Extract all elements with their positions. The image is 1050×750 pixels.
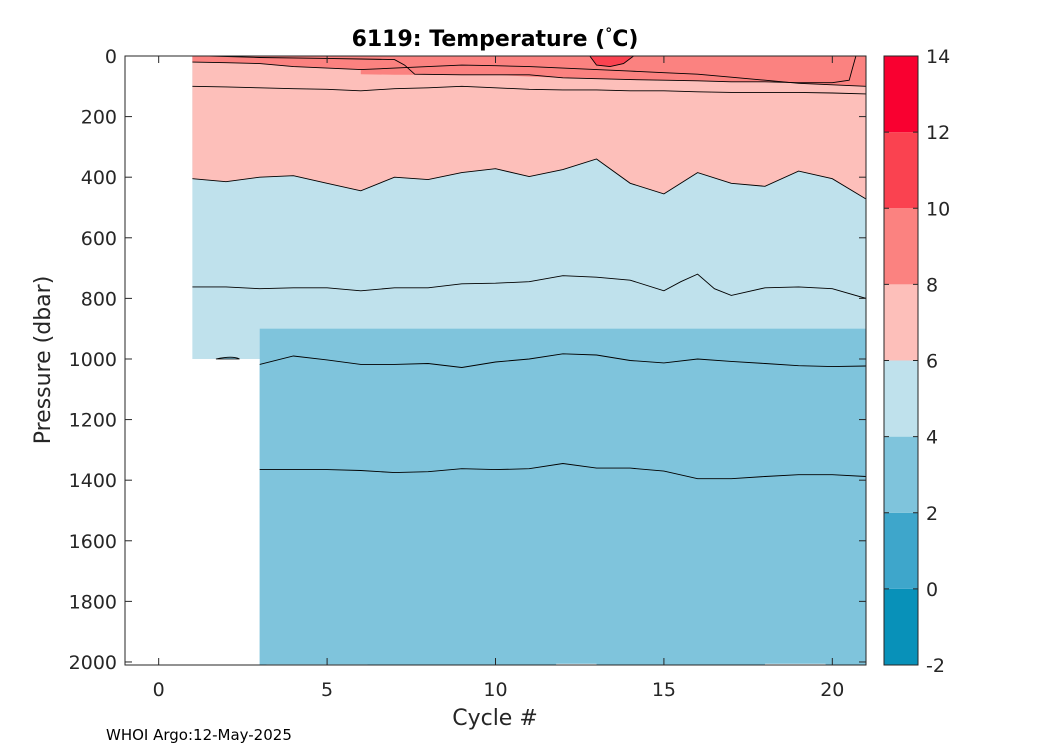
footer-source-date: WHOI Argo:12-May-2025 [106, 726, 292, 744]
contour-line-9 [209, 56, 857, 84]
colorbar-swatch [884, 284, 918, 361]
y-axis-ticks: 0 200 400 600 800 1000 1200 1400 1600 1800 2000 [69, 46, 866, 674]
y-tick-label: 200 [81, 107, 117, 129]
x-tick-label: 20 [820, 679, 844, 701]
y-tick-label: 1200 [69, 410, 117, 432]
colorbar-swatch [884, 132, 918, 209]
colorbar-swatch [884, 360, 918, 437]
colorbar-tick-label: 0 [926, 579, 938, 601]
colorbar-swatch [884, 436, 918, 513]
colorbar-tick-label: 12 [926, 122, 950, 144]
y-tick-label: 0 [105, 46, 117, 68]
contour-line-3 [259, 463, 866, 480]
x-tick-label: 15 [652, 679, 676, 701]
contour-line-6 [192, 158, 866, 200]
colorbar-tick-label: 8 [926, 274, 938, 296]
colorbar-tick-label: -2 [926, 655, 945, 677]
x-axis-ticks: 0 5 10 15 20 [153, 56, 844, 701]
colorbar: -2 0 2 4 6 8 10 12 14 [884, 46, 950, 677]
x-tick-label: 10 [483, 679, 507, 701]
region-temp-2-to-4 [259, 353, 866, 665]
x-tick-label: 0 [153, 679, 165, 701]
colorbar-tick-label: 14 [926, 46, 950, 68]
colorbar-swatch [884, 512, 918, 589]
contour-lines [192, 56, 866, 480]
chart-title: 6119: Temperature (°C) [352, 26, 639, 52]
colorbar-tick-label: 2 [926, 503, 938, 525]
y-tick-label: 800 [81, 288, 117, 310]
contour-line-8 [192, 61, 866, 87]
region-temp-10-to-12 [589, 56, 634, 67]
y-tick-label: 600 [81, 228, 117, 250]
bottom-data-gap [556, 663, 597, 665]
region-blob [215, 356, 240, 360]
colorbar-tick-label: 10 [926, 198, 950, 220]
colorbar-tick-label: 6 [926, 351, 938, 373]
x-tick-label: 5 [321, 679, 333, 701]
colorbar-swatch [884, 208, 918, 285]
contour-line-4 [259, 353, 866, 368]
x-axis-title: Cycle # [452, 706, 538, 731]
y-tick-label: 400 [81, 167, 117, 189]
y-tick-label: 1800 [69, 591, 117, 613]
colorbar-swatch [884, 588, 918, 665]
y-tick-label: 1600 [69, 531, 117, 553]
contour-line-7 [192, 85, 866, 95]
y-tick-label: 2000 [69, 652, 117, 674]
colorbar-box [883, 55, 919, 666]
colorbar-tick-label: 4 [926, 427, 938, 449]
y-tick-label: 1400 [69, 470, 117, 492]
y-axis-title: Pressure (dbar) [31, 276, 56, 445]
bottom-data-gap [764, 663, 826, 665]
colorbar-swatch [884, 56, 918, 133]
filled-contour-regions [192, 56, 866, 665]
contour-line-10 [589, 56, 634, 68]
contour-line-5 [192, 273, 866, 299]
region-temp-8-to-10-core [360, 56, 866, 84]
y-tick-label: 1000 [69, 349, 117, 371]
